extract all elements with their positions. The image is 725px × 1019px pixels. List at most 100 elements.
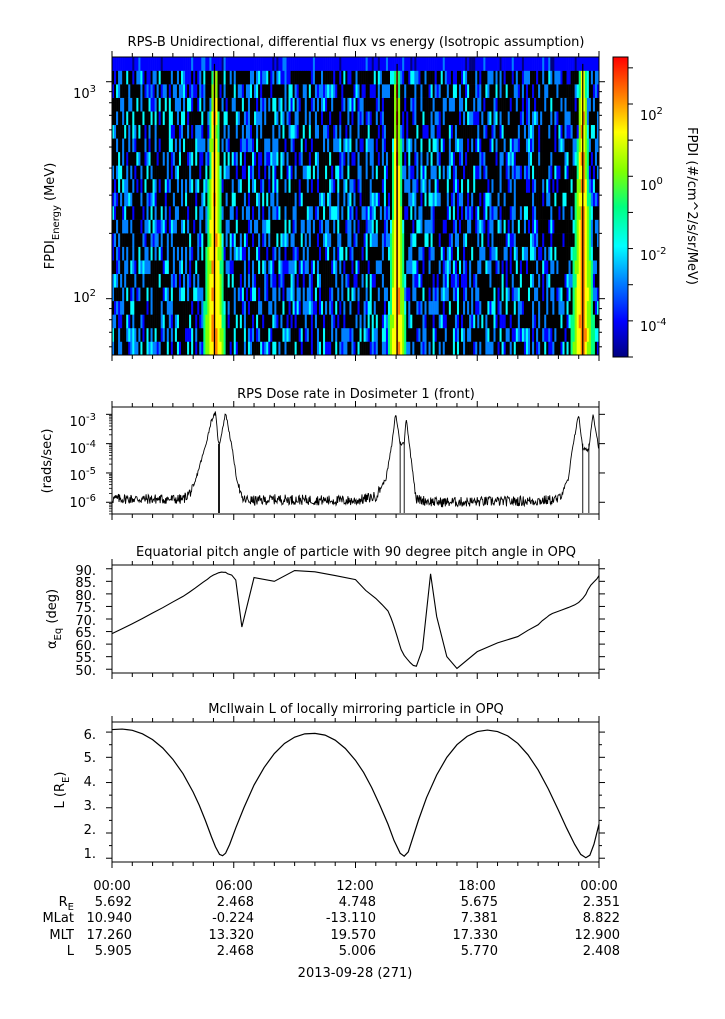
spectrogram-cell (556, 314, 559, 329)
spectrogram-cell (546, 327, 549, 342)
spectrogram-cell (469, 165, 472, 180)
spectrogram-cell (379, 165, 383, 180)
spectrogram-cell (316, 233, 320, 247)
spectrogram-cell (450, 327, 454, 342)
spectrogram-cell (440, 341, 444, 356)
spectrogram-cell (530, 57, 533, 71)
spectrogram-cell (465, 70, 468, 85)
spectrogram-cell (493, 138, 496, 153)
spectrogram-cell (178, 57, 182, 71)
spectrogram-cell (254, 178, 257, 193)
spectrogram-cell (357, 84, 360, 98)
spectrogram-cell (193, 314, 196, 329)
spectrogram-cell (509, 70, 513, 85)
spectrogram-cell (209, 219, 212, 234)
spectrogram-cell (465, 84, 468, 98)
spectrogram-cell (268, 287, 271, 302)
spectrogram-cell (254, 97, 257, 112)
spectrogram-cell (381, 287, 385, 302)
spectrogram-cell (550, 111, 553, 126)
spectrogram-cell (292, 219, 295, 234)
spectrogram-cell (398, 314, 401, 329)
spectrogram-cell (237, 84, 241, 98)
spectrogram-cell (534, 111, 537, 126)
spectrogram-cell (387, 97, 391, 112)
spectrogram-cell (532, 314, 535, 329)
spectrogram-cell (140, 246, 143, 261)
spectrogram-cell (310, 57, 314, 71)
spectrogram-cell (142, 84, 145, 98)
spectrogram-cell (292, 287, 295, 302)
spectrogram-cell (126, 327, 129, 342)
spectrogram-cell (300, 260, 304, 275)
spectrogram-cell (193, 70, 196, 85)
spectrogram-cell (353, 206, 356, 220)
spectrogram-cell (471, 192, 474, 207)
spectrogram-cell (300, 341, 304, 356)
spectrogram-cell (215, 192, 218, 207)
spectrogram-cell (444, 300, 448, 315)
spectrogram-cell (412, 206, 415, 220)
spectrogram-cell (264, 97, 267, 112)
spectrogram-cell (491, 124, 494, 139)
spectrogram-cell (229, 287, 233, 302)
spectrogram-cell (241, 70, 245, 85)
spectrogram-cell (367, 165, 370, 180)
spectrogram-cell (270, 287, 273, 302)
spectrogram-cell (538, 246, 541, 261)
spectrogram-cell (180, 246, 184, 261)
spectrogram-cell (469, 70, 472, 85)
spectrogram-cell (465, 300, 468, 315)
spectrogram-cell (505, 124, 508, 139)
spectrogram-cell (207, 287, 210, 302)
spectrogram-cell (286, 260, 289, 275)
spectrogram-cell (351, 246, 354, 261)
spectrogram-cell (481, 165, 484, 180)
spectrogram-cell (288, 124, 291, 139)
spectrogram-cell (349, 327, 352, 342)
spectrogram-cell (381, 178, 385, 193)
spectrogram-cell (530, 233, 533, 247)
spectrogram-cell (154, 206, 157, 220)
spectrogram-cell (390, 260, 393, 275)
spectrogram-cell (337, 138, 340, 153)
spectrogram-cell (148, 273, 151, 288)
spectrogram-cell (442, 260, 446, 275)
spectrogram-cell (256, 151, 259, 166)
spectrogram-cell (331, 206, 334, 220)
spectrogram-cell (509, 151, 513, 166)
spectrogram-cell (548, 178, 551, 193)
spectrogram-cell (331, 314, 334, 329)
spectrogram-cell (456, 178, 460, 193)
spectrogram-cell (229, 206, 233, 220)
spectrogram-cell (497, 165, 500, 180)
spectrogram-cell (258, 233, 261, 247)
spectrogram-cell (497, 178, 500, 193)
spectrogram-cell (219, 314, 222, 329)
spectrogram-cell (211, 219, 214, 234)
spectrogram-cell (298, 206, 302, 220)
spectrogram-cell (568, 246, 571, 261)
spectrogram-cell (434, 341, 437, 356)
spectrogram-cell (448, 138, 452, 153)
spectrogram-cell (146, 57, 149, 71)
spectrogram-cell (205, 70, 208, 85)
spectrogram-cell (215, 70, 218, 85)
spectrogram-cell (481, 341, 484, 356)
spectrogram-cell (120, 327, 123, 342)
spectrogram-cell (568, 314, 571, 329)
spectrogram-cell (331, 151, 334, 166)
spectrogram-cell (152, 111, 155, 126)
spectrogram-cell (258, 97, 261, 112)
spectrogram-cell (294, 111, 297, 126)
spectrogram-cell (525, 138, 529, 153)
spectrogram-cell (217, 70, 220, 85)
spectrogram-cell (183, 287, 186, 302)
spectrogram-cell (471, 273, 474, 288)
spectrogram-cell (195, 70, 198, 85)
spectrogram-cell (351, 84, 354, 98)
spectrogram-cell (323, 341, 326, 356)
spectrogram-cell (308, 273, 312, 288)
spectrogram-cell (552, 327, 555, 342)
spectrogram-cell (164, 300, 168, 315)
